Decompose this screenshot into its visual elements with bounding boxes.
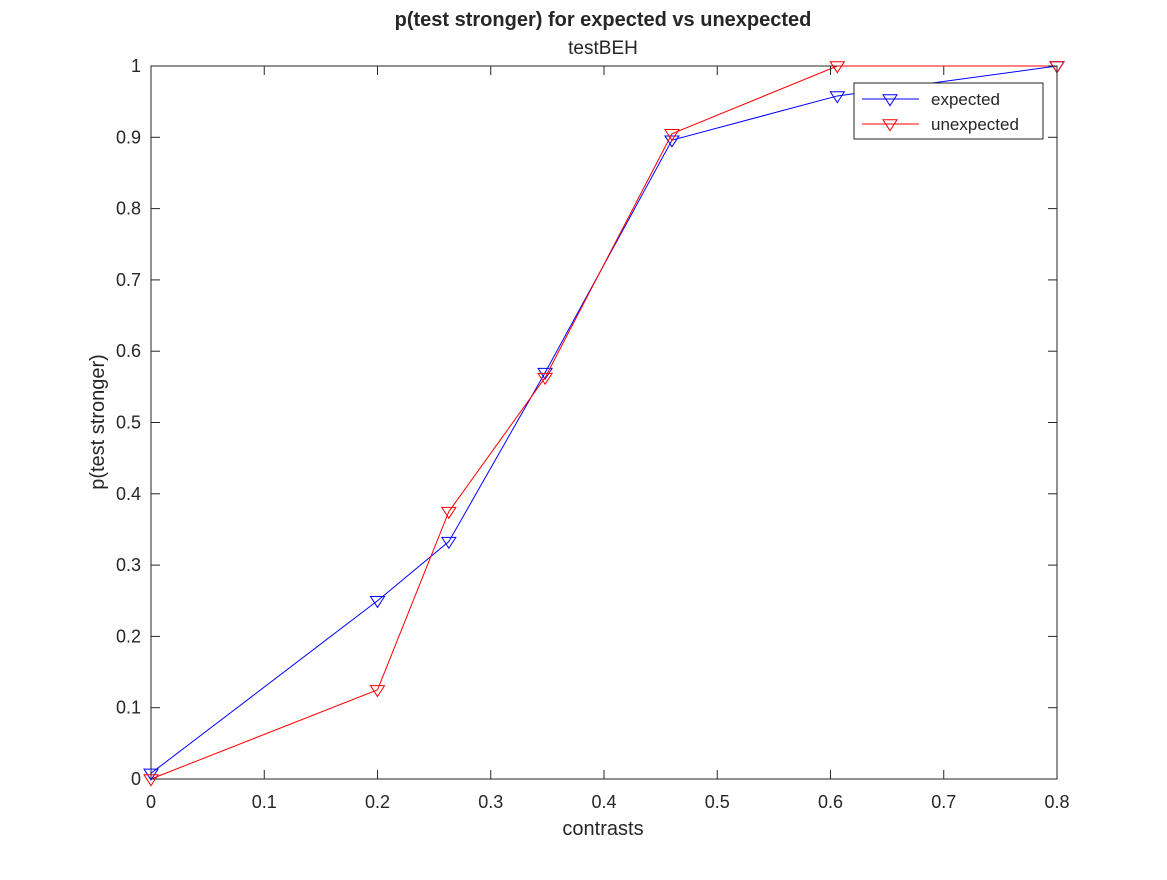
y-tick-label: 0.5 bbox=[116, 413, 141, 433]
y-tick-label: 0 bbox=[131, 769, 141, 789]
series-unexpected bbox=[143, 61, 1065, 787]
data-point-expected-2 bbox=[440, 536, 457, 550]
x-tick-label: 0 bbox=[146, 792, 156, 812]
y-tick-label: 1 bbox=[131, 56, 141, 76]
x-axis-label: contrasts bbox=[562, 818, 643, 840]
x-tick-label: 0.4 bbox=[591, 792, 616, 812]
legend: expected unexpected bbox=[853, 82, 1044, 140]
chart-subtitle: testBEH bbox=[568, 38, 638, 59]
y-tick-label: 0.6 bbox=[116, 341, 141, 361]
y-tick-label: 0.8 bbox=[116, 199, 141, 219]
y-tick-label: 0.3 bbox=[116, 555, 141, 575]
data-point-unexpected-2 bbox=[440, 506, 457, 520]
legend-box bbox=[853, 82, 1044, 140]
x-tick-label: 0.1 bbox=[252, 792, 277, 812]
x-tick-label: 0.3 bbox=[478, 792, 503, 812]
data-point-expected-1 bbox=[369, 596, 386, 609]
legend-label: unexpected bbox=[931, 115, 1019, 134]
y-tick-label: 0.7 bbox=[116, 270, 141, 290]
x-tick-label: 0.7 bbox=[931, 792, 956, 812]
chart-title: p(test stronger) for expected vs unexpec… bbox=[395, 9, 812, 31]
x-tick-label: 0.5 bbox=[705, 792, 730, 812]
plot-area bbox=[150, 65, 1058, 780]
y-axis-label: p(test stronger) bbox=[87, 354, 109, 490]
legend-label: expected bbox=[931, 90, 1000, 109]
y-tick-label: 0.2 bbox=[116, 626, 141, 646]
axes-layer: 0 0.1 0.2 0.3 0.4 0.5 0.6 0.7 0.8 0 0.1 0.2 0.3 0.4 0.… bbox=[116, 56, 1070, 812]
legend-item-unexpected: unexpected bbox=[862, 115, 1019, 134]
x-tick-label: 0.8 bbox=[1044, 792, 1069, 812]
series-layer bbox=[143, 61, 1065, 787]
data-point-unexpected-1 bbox=[369, 685, 386, 698]
legend-marker bbox=[882, 94, 898, 107]
y-tick-label: 0.1 bbox=[116, 698, 141, 718]
legend-marker bbox=[882, 119, 898, 132]
series-line-unexpected bbox=[150, 65, 1057, 780]
data-point-unexpected-6 bbox=[1049, 61, 1065, 74]
data-point-unexpected-4 bbox=[664, 129, 680, 142]
x-tick-label: 0.2 bbox=[365, 792, 390, 812]
data-point-unexpected-3 bbox=[537, 372, 554, 386]
data-point-expected-5 bbox=[829, 91, 846, 104]
y-tick-label: 0.4 bbox=[116, 484, 141, 504]
legend-item-expected: expected bbox=[862, 90, 1000, 109]
y-tick-label: 0.9 bbox=[116, 127, 141, 147]
series-line-expected bbox=[150, 65, 1058, 774]
x-tick-label: 0.6 bbox=[818, 792, 843, 812]
data-point-unexpected-5 bbox=[829, 61, 846, 74]
axes-box bbox=[150, 65, 1058, 780]
